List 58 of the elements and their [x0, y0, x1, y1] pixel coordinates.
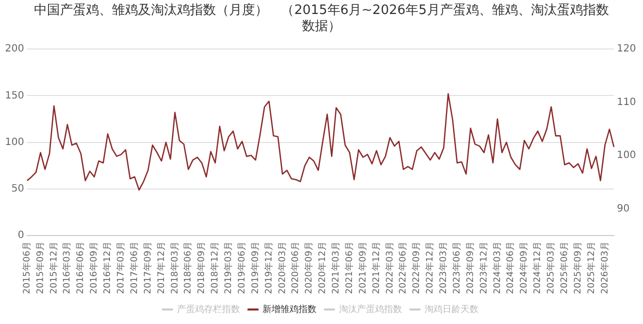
legend-label: 淘鸡日龄天数	[424, 304, 478, 315]
x-tick-label: 2024年06月	[505, 242, 516, 294]
x-tick-label: 2022年03月	[384, 242, 396, 294]
y2-tick-label: 120	[616, 44, 636, 55]
x-tick-label: 2020年09月	[304, 242, 315, 294]
x-tick-label: 2026年03月	[599, 242, 610, 294]
x-tick-label: 2019年03月	[223, 242, 234, 294]
y2-tick-label: 110	[616, 96, 636, 108]
x-tick-label: 2020年06月	[290, 242, 302, 294]
x-tick-label: 2022年06月	[398, 242, 409, 294]
x-tick-label: 2021年09月	[357, 242, 368, 294]
x-tick-label: 2018年03月	[169, 242, 180, 294]
x-tick-label: 2021年03月	[330, 242, 342, 294]
x-tick-label: 2020年03月	[276, 242, 288, 294]
x-tick-label: 2022年09月	[411, 242, 422, 294]
x-tick-label: 2021年06月	[344, 242, 355, 294]
x-tick-label: 2023年09月	[464, 242, 476, 294]
chart-title: 中国产蛋鸡、雏鸡及淘汰鸡指数（月度） （2015年6月~2026年5月产蛋鸡、雏鸡、淘汰蛋鸡指数数据）	[33, 2, 610, 36]
x-tick-label: 2016年09月	[88, 242, 100, 294]
y-tick-label: 100	[4, 136, 24, 148]
x-tick-label: 2020年12月	[317, 242, 328, 294]
x-tick-label: 2018年06月	[182, 242, 194, 294]
x-tick-label: 2024年03月	[492, 242, 503, 294]
y-tick-label: 200	[4, 44, 24, 55]
x-tick-label: 2016年03月	[62, 242, 73, 294]
x-tick-label: 2015年06月	[21, 242, 32, 294]
y2-tick-label: 100	[616, 150, 636, 162]
x-tick-label: 2021年12月	[370, 242, 382, 294]
x-tick-label: 2025年12月	[586, 242, 597, 294]
x-tick-label: 2017年03月	[116, 242, 126, 294]
x-tick-label: 2019年06月	[236, 242, 248, 294]
x-tick-label: 2016年06月	[75, 242, 86, 294]
x-tick-label: 2025年06月	[558, 242, 570, 294]
x-tick-label: 2015年12月	[48, 242, 60, 294]
y2-tick-label: 90	[616, 204, 630, 215]
legend-label: 淘汰产蛋鸡指数	[339, 304, 402, 315]
x-tick-label: 2016年12月	[102, 242, 114, 294]
x-tick-label: 2018年09月	[196, 242, 208, 294]
y-tick-label: 0	[18, 230, 24, 242]
x-tick-label: 2023年12月	[478, 242, 490, 294]
x-tick-label: 2025年09月	[572, 242, 584, 294]
x-tick-label: 2017年09月	[142, 242, 154, 294]
x-tick-label: 2023年03月	[438, 242, 450, 294]
x-tick-label: 2024年09月	[518, 242, 530, 294]
x-tick-label: 2019年12月	[263, 242, 274, 294]
legend-label: 新增雏鸡指数	[262, 304, 316, 315]
y-tick-label: 50	[11, 184, 24, 195]
legend-label: 产蛋鸡存栏指数	[177, 304, 240, 315]
x-tick-label: 2023年06月	[451, 242, 462, 294]
y-tick-label: 150	[4, 90, 24, 102]
x-tick-label: 2017年12月	[156, 242, 167, 294]
x-tick-label: 2025年03月	[546, 242, 557, 294]
x-tick-label: 2017年06月	[128, 242, 140, 294]
x-tick-label: 2024年12月	[532, 242, 544, 294]
x-tick-label: 2022年12月	[424, 242, 436, 294]
x-tick-label: 2015年09月	[34, 242, 46, 294]
x-tick-label: 2019年09月	[250, 242, 261, 294]
x-tick-label: 2018年12月	[210, 242, 221, 294]
